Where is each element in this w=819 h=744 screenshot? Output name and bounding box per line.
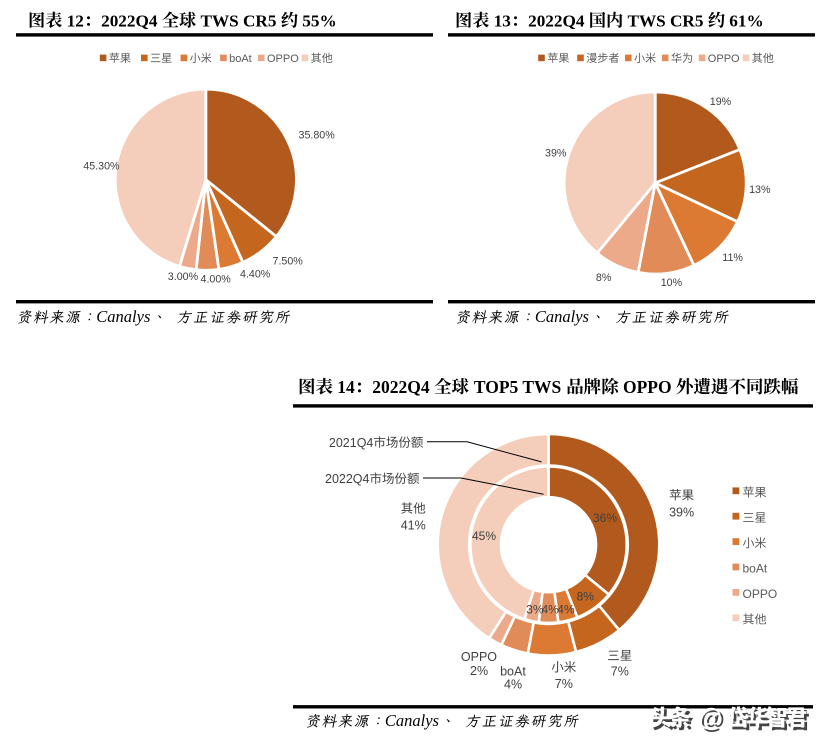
svg-text:boAt: boAt <box>229 53 252 65</box>
svg-text:boAt: boAt <box>743 562 768 576</box>
svg-text:3%: 3% <box>526 602 544 616</box>
svg-text:Canalys: Canalys <box>96 307 150 326</box>
svg-text:12: 12 <box>67 11 84 30</box>
svg-text:2022Q4: 2022Q4 <box>101 11 158 30</box>
svg-text:4%: 4% <box>542 602 560 616</box>
svg-text:OPPO: OPPO <box>743 587 778 601</box>
svg-text:45.30%: 45.30% <box>83 160 120 172</box>
svg-text:OPPO: OPPO <box>623 377 672 397</box>
svg-text:4.40%: 4.40% <box>240 269 271 281</box>
svg-text:7.50%: 7.50% <box>273 256 304 268</box>
svg-text:19%: 19% <box>710 96 732 108</box>
svg-text:55%: 55% <box>302 11 336 30</box>
svg-text:boAt: boAt <box>500 665 526 679</box>
svg-text:13: 13 <box>494 11 511 30</box>
svg-text:Canalys: Canalys <box>385 711 439 730</box>
svg-text:7%: 7% <box>555 677 573 691</box>
svg-text:14: 14 <box>337 377 355 397</box>
svg-text:TWS CR5: TWS CR5 <box>628 11 704 30</box>
svg-text:TWS CR5: TWS CR5 <box>201 11 277 30</box>
svg-text:39%: 39% <box>669 505 694 519</box>
svg-text:61%: 61% <box>729 11 763 30</box>
svg-text:OPPO: OPPO <box>461 650 497 664</box>
svg-text:4%: 4% <box>504 678 522 692</box>
svg-text:4%: 4% <box>557 602 575 616</box>
svg-text:39%: 39% <box>545 148 567 160</box>
svg-text:@: @ <box>698 704 722 732</box>
svg-text:2021Q4: 2021Q4 <box>329 436 374 450</box>
svg-text:2022Q4: 2022Q4 <box>325 472 370 486</box>
svg-text:2022Q4: 2022Q4 <box>372 377 430 397</box>
svg-text:13%: 13% <box>749 184 771 196</box>
svg-text:11%: 11% <box>722 252 743 264</box>
svg-text:3.00%: 3.00% <box>168 271 199 283</box>
svg-text:TOP5 TWS: TOP5 TWS <box>474 377 561 397</box>
svg-text:35.80%: 35.80% <box>299 130 336 142</box>
svg-text:@: @ <box>701 707 725 735</box>
svg-text:2022Q4: 2022Q4 <box>528 11 585 30</box>
svg-text:10%: 10% <box>661 277 683 289</box>
svg-text:41%: 41% <box>401 519 426 533</box>
svg-text:45%: 45% <box>472 529 496 543</box>
svg-text:7%: 7% <box>611 665 629 679</box>
svg-text:8%: 8% <box>577 589 595 603</box>
svg-text:8%: 8% <box>596 272 612 284</box>
svg-text:OPPO: OPPO <box>708 53 740 65</box>
svg-text:OPPO: OPPO <box>267 53 299 65</box>
svg-text:2%: 2% <box>470 664 488 678</box>
svg-text:Canalys: Canalys <box>535 307 589 326</box>
svg-text:4.00%: 4.00% <box>201 274 232 286</box>
svg-text:36%: 36% <box>593 511 617 525</box>
